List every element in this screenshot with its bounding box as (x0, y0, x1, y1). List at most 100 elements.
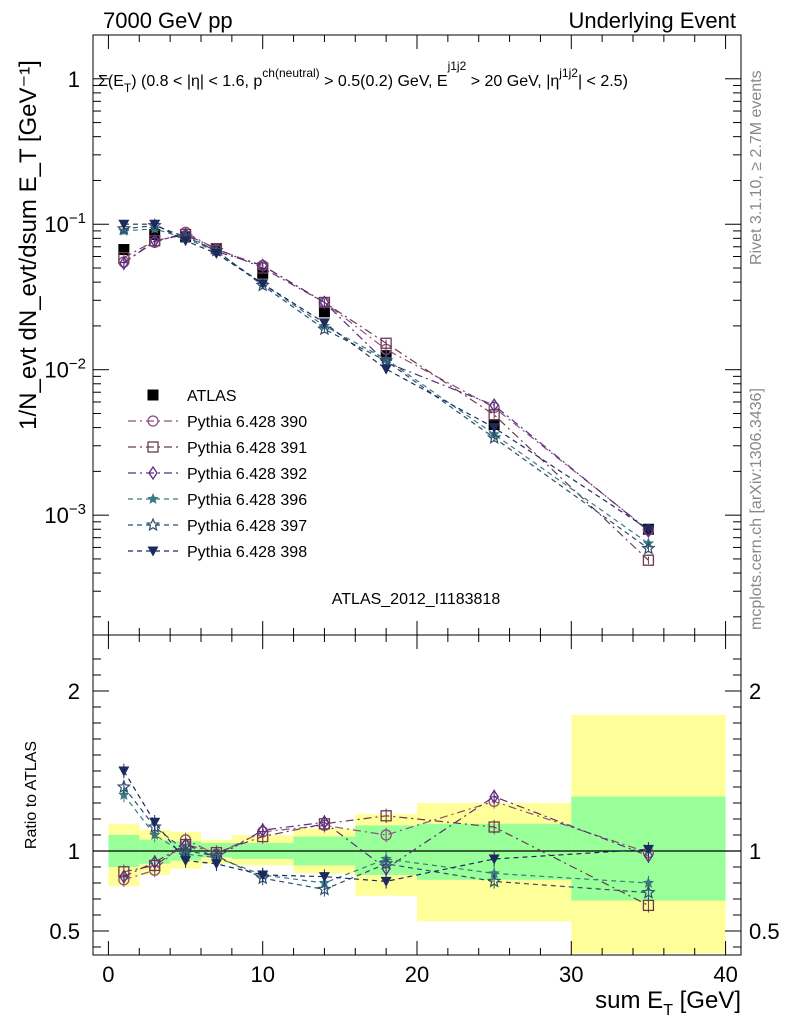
ratio-uncertainty-bands (108, 715, 726, 954)
point-pythia-6-428-391 (642, 554, 655, 566)
point-pythia-6-428-398 (118, 219, 130, 230)
series-line-pythia-6-428-398 (123, 770, 649, 883)
point-pythia-6-428-396 (149, 829, 161, 840)
point-pythia-6-428-390 (380, 829, 392, 841)
legend-marker-pythia-6-428-397 (145, 517, 161, 532)
point-pythia-6-428-398 (118, 766, 130, 777)
y-label-1e-2: 10−2 (44, 356, 86, 383)
point-pythia-6-428-391 (488, 821, 500, 833)
point-pythia-6-428-396 (118, 789, 130, 800)
point-pythia-6-428-391 (488, 409, 500, 421)
point-pythia-6-428-398 (210, 248, 222, 259)
point-pythia-6-428-392 (643, 848, 654, 863)
point-pythia-6-428-391 (380, 810, 392, 822)
point-pythia-6-428-397 (116, 779, 132, 794)
point-pythia-6-428-392 (489, 398, 499, 413)
point-pythia-6-428-397 (147, 819, 162, 834)
ratio-plot-frame (92, 634, 742, 956)
point-pythia-6-428-397 (641, 540, 656, 555)
point-pythia-6-428-398 (257, 870, 269, 881)
point-pythia-6-428-397 (486, 430, 502, 445)
point-pythia-6-428-398 (180, 856, 192, 867)
point-pythia-6-428-398 (257, 279, 269, 290)
legend-label-atlas: ATLAS (187, 388, 237, 405)
analysis-watermark: ATLAS_2012_I1183818 (332, 591, 501, 608)
point-pythia-6-428-397 (641, 885, 656, 899)
point-pythia-6-428-398 (380, 364, 392, 375)
point-pythia-6-428-392 (257, 823, 268, 838)
point-atlas (118, 244, 130, 256)
legend-marker-pythia-6-428-398 (147, 546, 159, 557)
point-pythia-6-428-396 (642, 877, 655, 888)
legend-label-pythia-6-428-397: Pythia 6.428 397 (187, 518, 307, 535)
ratio-y-label: 1 (68, 839, 80, 864)
point-pythia-6-428-392 (149, 233, 160, 248)
ratio-y-label-right: 2 (749, 679, 761, 704)
point-pythia-6-428-392 (257, 258, 268, 273)
point-atlas (318, 306, 330, 318)
point-pythia-6-428-392 (119, 255, 129, 271)
y-axis-title: 1/N_evt dN_evt/dsum E_T [GeV⁻¹] (15, 60, 42, 430)
main-plot-series (116, 217, 656, 566)
point-pythia-6-428-391 (380, 337, 392, 349)
header-left: 7000 GeV pp (103, 8, 233, 33)
legend-marker-pythia-6-428-390 (147, 415, 159, 427)
ratio-y-axis-title: Ratio to ATLAS (23, 741, 40, 849)
point-pythia-6-428-398 (488, 854, 500, 865)
point-pythia-6-428-392 (489, 789, 499, 804)
legend-label-pythia-6-428-396: Pythia 6.428 396 (187, 492, 307, 509)
point-pythia-6-428-397 (378, 353, 394, 367)
ratio-y-label: 0.5 (49, 919, 80, 944)
y-label-1e-1: 10−1 (44, 210, 86, 237)
x-tick-label: 0 (102, 962, 114, 987)
ratio-y-label-right: 1 (749, 839, 761, 864)
point-pythia-6-428-398 (180, 236, 192, 247)
legend-label-pythia-6-428-390: Pythia 6.428 390 (187, 414, 307, 431)
x-tick-label: 20 (405, 962, 429, 987)
point-pythia-6-428-397 (116, 221, 132, 236)
x-tick-label: 30 (559, 962, 583, 987)
point-pythia-6-428-398 (488, 423, 500, 434)
series-line-pythia-6-428-398 (123, 223, 649, 530)
point-pythia-6-428-397 (317, 881, 332, 896)
point-pythia-6-428-392 (319, 815, 330, 830)
legend-marker-pythia-6-428-391 (147, 441, 159, 453)
point-pythia-6-428-396 (488, 867, 500, 879)
point-pythia-6-428-398 (149, 817, 161, 828)
plot-title: Σ(ET) (0.8 < |η| < 1.6, pch(neutral) > 0… (98, 59, 628, 95)
axis-labels: 10−310−210−110.5 0.51 12 20 10 20 30 40Σ(ET) (0… (15, 59, 780, 1019)
x-tick-label: 10 (250, 962, 274, 987)
legend-marker-pythia-6-428-396 (147, 493, 159, 504)
point-pythia-6-428-392 (149, 855, 160, 870)
ratio-y-label: 2 (68, 679, 80, 704)
point-pythia-6-428-397 (317, 321, 332, 336)
legend-label-pythia-6-428-398: Pythia 6.428 398 (187, 544, 307, 561)
point-pythia-6-428-398 (210, 859, 222, 870)
legend-marker-atlas (147, 389, 159, 401)
y-label-1e-3: 10−3 (44, 501, 86, 528)
x-tick-label: 40 (713, 962, 737, 987)
ratio-y-label-right: 0.5 (749, 919, 780, 944)
point-pythia-6-428-398 (380, 876, 392, 887)
point-pythia-6-428-391 (642, 899, 655, 912)
x-axis-title: sum ET [GeV] (595, 987, 741, 1019)
point-pythia-6-428-392 (119, 869, 129, 884)
point-pythia-6-428-398 (318, 318, 330, 329)
point-pythia-6-428-398 (642, 524, 654, 535)
point-pythia-6-428-397 (378, 856, 394, 870)
legend: ATLAS Pythia 6.428 390 Pythia 6.428 391 Pyt… (128, 388, 307, 561)
point-pythia-6-428-398 (318, 872, 330, 883)
ratio-plot-series (116, 763, 656, 913)
point-pythia-6-428-398 (642, 844, 654, 855)
legend-label-pythia-6-428-391: Pythia 6.428 391 (187, 440, 307, 457)
point-pythia-6-428-397 (486, 873, 502, 888)
series-line-pythia-6-428-390 (123, 231, 649, 531)
point-pythia-6-428-398 (149, 219, 161, 230)
legend-marker-pythia-6-428-392 (148, 465, 158, 481)
series-line-pythia-6-428-390 (123, 800, 649, 881)
y-label-1: 1 (68, 67, 80, 92)
point-pythia-6-428-392 (319, 295, 330, 310)
series-line-pythia-6-428-392 (123, 233, 649, 532)
header-right: Underlying Event (568, 8, 736, 33)
